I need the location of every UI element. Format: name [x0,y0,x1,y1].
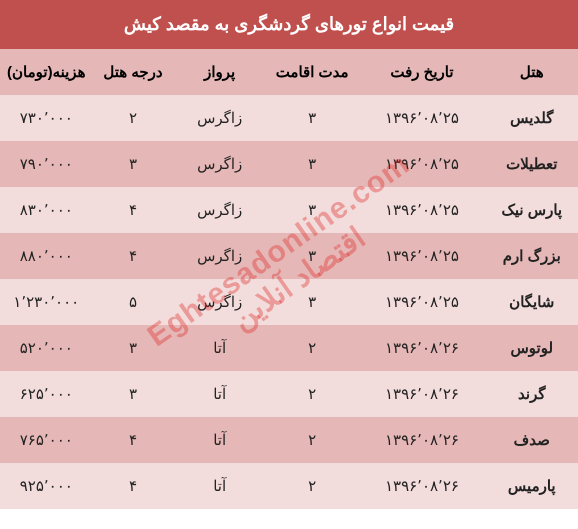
cell-flight: زاگرس [173,95,265,141]
table-row: بزرگ ارم۱۳۹۶٬۰۸٬۲۵۳زاگرس۴۸۸۰٬۰۰۰ [0,233,578,279]
cell-flight: زاگرس [173,187,265,233]
table-row: گرند۱۳۹۶٬۰۸٬۲۶۲آتا۳۶۲۵٬۰۰۰ [0,371,578,417]
cell-price: ۸۸۰٬۰۰۰ [0,233,93,279]
header-row: هتل تاریخ رفت مدت اقامت پرواز درجه هتل ه… [0,49,578,95]
cell-price: ۷۹۰٬۰۰۰ [0,141,93,187]
cell-hotel: لوتوس [486,325,578,371]
cell-stars: ۵ [93,279,174,325]
cell-nights: ۳ [266,187,358,233]
cell-hotel: پارمیس [486,463,578,509]
cell-flight: زاگرس [173,279,265,325]
cell-date: ۱۳۹۶٬۰۸٬۲۶ [358,463,485,509]
col-hotel: هتل [486,49,578,95]
cell-stars: ۳ [93,371,174,417]
cell-flight: آتا [173,371,265,417]
table-row: تعطیلات۱۳۹۶٬۰۸٬۲۵۳زاگرس۳۷۹۰٬۰۰۰ [0,141,578,187]
cell-date: ۱۳۹۶٬۰۸٬۲۵ [358,187,485,233]
cell-flight: آتا [173,325,265,371]
table-row: پارمیس۱۳۹۶٬۰۸٬۲۶۲آتا۴۹۲۵٬۰۰۰ [0,463,578,509]
cell-nights: ۲ [266,417,358,463]
cell-hotel: صدف [486,417,578,463]
cell-stars: ۴ [93,233,174,279]
cell-date: ۱۳۹۶٬۰۸٬۲۶ [358,417,485,463]
cell-flight: زاگرس [173,233,265,279]
col-nights: مدت اقامت [266,49,358,95]
cell-nights: ۲ [266,371,358,417]
cell-nights: ۳ [266,279,358,325]
cell-date: ۱۳۹۶٬۰۸٬۲۵ [358,95,485,141]
col-date: تاریخ رفت [358,49,485,95]
cell-stars: ۴ [93,187,174,233]
table-row: صدف۱۳۹۶٬۰۸٬۲۶۲آتا۴۷۶۵٬۰۰۰ [0,417,578,463]
cell-hotel: تعطیلات [486,141,578,187]
table-row: لوتوس۱۳۹۶٬۰۸٬۲۶۲آتا۳۵۲۰٬۰۰۰ [0,325,578,371]
cell-nights: ۳ [266,233,358,279]
cell-price: ۷۶۵٬۰۰۰ [0,417,93,463]
cell-flight: زاگرس [173,141,265,187]
cell-flight: آتا [173,417,265,463]
cell-hotel: بزرگ ارم [486,233,578,279]
col-price: هزینه(تومان) [0,49,93,95]
cell-date: ۱۳۹۶٬۰۸٬۲۵ [358,141,485,187]
table-title: قیمت انواع تورهای گردشگری به مقصد کیش [0,0,578,49]
cell-hotel: شایگان [486,279,578,325]
cell-price: ۱٬۲۳۰٬۰۰۰ [0,279,93,325]
cell-date: ۱۳۹۶٬۰۸٬۲۶ [358,371,485,417]
table-row: گلدیس۱۳۹۶٬۰۸٬۲۵۳زاگرس۲۷۳۰٬۰۰۰ [0,95,578,141]
cell-date: ۱۳۹۶٬۰۸٬۲۵ [358,279,485,325]
cell-hotel: گرند [486,371,578,417]
price-table: قیمت انواع تورهای گردشگری به مقصد کیش هت… [0,0,578,509]
cell-stars: ۲ [93,95,174,141]
table-row: شایگان۱۳۹۶٬۰۸٬۲۵۳زاگرس۵۱٬۲۳۰٬۰۰۰ [0,279,578,325]
cell-date: ۱۳۹۶٬۰۸٬۲۶ [358,325,485,371]
col-flight: پرواز [173,49,265,95]
table-row: پارس نیک۱۳۹۶٬۰۸٬۲۵۳زاگرس۴۸۳۰٬۰۰۰ [0,187,578,233]
cell-hotel: پارس نیک [486,187,578,233]
cell-price: ۹۲۵٬۰۰۰ [0,463,93,509]
cell-nights: ۲ [266,463,358,509]
cell-price: ۸۳۰٬۰۰۰ [0,187,93,233]
cell-nights: ۳ [266,141,358,187]
cell-nights: ۲ [266,325,358,371]
title-row: قیمت انواع تورهای گردشگری به مقصد کیش [0,0,578,49]
cell-hotel: گلدیس [486,95,578,141]
cell-price: ۶۲۵٬۰۰۰ [0,371,93,417]
cell-stars: ۴ [93,463,174,509]
cell-flight: آتا [173,463,265,509]
cell-nights: ۳ [266,95,358,141]
cell-stars: ۳ [93,325,174,371]
cell-date: ۱۳۹۶٬۰۸٬۲۵ [358,233,485,279]
cell-price: ۷۳۰٬۰۰۰ [0,95,93,141]
col-stars: درجه هتل [93,49,174,95]
cell-stars: ۴ [93,417,174,463]
cell-price: ۵۲۰٬۰۰۰ [0,325,93,371]
cell-stars: ۳ [93,141,174,187]
